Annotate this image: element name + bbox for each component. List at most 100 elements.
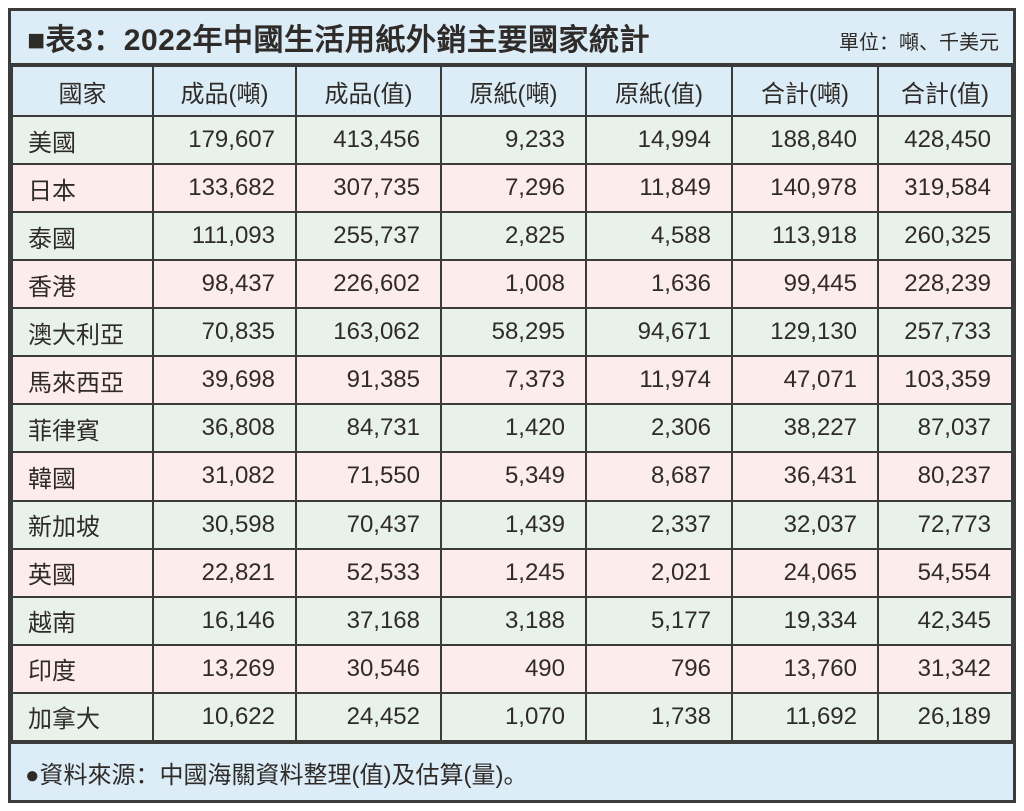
country-cell: 印度 bbox=[11, 643, 154, 694]
value-cell: 1,420 bbox=[440, 403, 587, 454]
country-cell: 新加坡 bbox=[11, 499, 154, 550]
value-cell: 31,082 bbox=[152, 451, 297, 502]
value-cell: 260,325 bbox=[877, 211, 1013, 262]
value-cell: 36,808 bbox=[152, 403, 297, 454]
value-cell: 796 bbox=[585, 643, 733, 694]
table-row: 澳大利亞 70,835 163,062 58,295 94,671 129,130 257,… bbox=[11, 307, 1013, 358]
value-cell: 113,918 bbox=[731, 211, 879, 262]
value-cell: 2,825 bbox=[440, 211, 587, 262]
value-cell: 36,431 bbox=[731, 451, 879, 502]
table-row: 印度 13,269 30,546 490 796 13,760 31,342 bbox=[11, 643, 1013, 694]
country-cell: 香港 bbox=[11, 259, 154, 310]
table-row: 加拿大 10,622 24,452 1,070 1,738 11,692 26,189 bbox=[11, 691, 1013, 742]
value-cell: 94,671 bbox=[585, 307, 733, 358]
value-cell: 71,550 bbox=[295, 451, 442, 502]
value-cell: 413,456 bbox=[295, 114, 442, 166]
table-wrap: 國家 成品(噸) 成品(值) 原紙(噸) 原紙(值) 合計(噸) 合計(值) 美國 179,6… bbox=[11, 65, 1013, 742]
value-cell: 1,636 bbox=[585, 259, 733, 310]
value-cell: 228,239 bbox=[877, 259, 1013, 310]
value-cell: 2,337 bbox=[585, 499, 733, 550]
value-cell: 2,021 bbox=[585, 547, 733, 598]
table-row: 新加坡 30,598 70,437 1,439 2,337 32,037 72,773 bbox=[11, 499, 1013, 550]
value-cell: 1,738 bbox=[585, 691, 733, 742]
value-cell: 11,974 bbox=[585, 355, 733, 406]
value-cell: 26,189 bbox=[877, 691, 1013, 742]
value-cell: 58,295 bbox=[440, 307, 587, 358]
country-cell: 美國 bbox=[11, 114, 154, 166]
value-cell: 257,733 bbox=[877, 307, 1013, 358]
export-table: 國家 成品(噸) 成品(值) 原紙(噸) 原紙(值) 合計(噸) 合計(值) 美國 179,6… bbox=[11, 65, 1013, 742]
value-cell: 70,437 bbox=[295, 499, 442, 550]
value-cell: 11,692 bbox=[731, 691, 879, 742]
column-header: 合計(值) bbox=[877, 65, 1013, 117]
country-cell: 泰國 bbox=[11, 211, 154, 262]
country-cell: 馬來西亞 bbox=[11, 355, 154, 406]
country-cell: 日本 bbox=[11, 163, 154, 214]
value-cell: 226,602 bbox=[295, 259, 442, 310]
column-header: 原紙(噸) bbox=[440, 65, 587, 117]
value-cell: 1,070 bbox=[440, 691, 587, 742]
column-header: 國家 bbox=[11, 65, 154, 117]
country-cell: 越南 bbox=[11, 595, 154, 646]
value-cell: 19,334 bbox=[731, 595, 879, 646]
value-cell: 13,269 bbox=[152, 643, 297, 694]
value-cell: 1,439 bbox=[440, 499, 587, 550]
value-cell: 98,437 bbox=[152, 259, 297, 310]
table-row: 美國 179,607 413,456 9,233 14,994 188,840 428,45… bbox=[11, 114, 1013, 166]
value-cell: 5,177 bbox=[585, 595, 733, 646]
country-cell: 加拿大 bbox=[11, 691, 154, 742]
value-cell: 99,445 bbox=[731, 259, 879, 310]
value-cell: 38,227 bbox=[731, 403, 879, 454]
title-band: ■表3：2022年中國生活用紙外銷主要國家統計 單位：噸、千美元 bbox=[11, 11, 1013, 65]
country-cell: 韓國 bbox=[11, 451, 154, 502]
value-cell: 47,071 bbox=[731, 355, 879, 406]
value-cell: 2,306 bbox=[585, 403, 733, 454]
table-row: 泰國 111,093 255,737 2,825 4,588 113,918 260,325 bbox=[11, 211, 1013, 262]
column-header: 成品(值) bbox=[295, 65, 442, 117]
value-cell: 307,735 bbox=[295, 163, 442, 214]
value-cell: 8,687 bbox=[585, 451, 733, 502]
value-cell: 54,554 bbox=[877, 547, 1013, 598]
source-note: ●資料來源：中國海關資料整理(值)及估算(量)。 bbox=[25, 761, 528, 789]
value-cell: 91,385 bbox=[295, 355, 442, 406]
unit-label: 單位：噸、千美元 bbox=[839, 31, 999, 54]
value-cell: 5,349 bbox=[440, 451, 587, 502]
value-cell: 14,994 bbox=[585, 114, 733, 166]
value-cell: 163,062 bbox=[295, 307, 442, 358]
value-cell: 490 bbox=[440, 643, 587, 694]
country-cell: 澳大利亞 bbox=[11, 307, 154, 358]
column-header: 合計(噸) bbox=[731, 65, 879, 117]
table-row: 日本 133,682 307,735 7,296 11,849 140,978 319,58… bbox=[11, 163, 1013, 214]
value-cell: 11,849 bbox=[585, 163, 733, 214]
value-cell: 13,760 bbox=[731, 643, 879, 694]
header-row: 國家 成品(噸) 成品(值) 原紙(噸) 原紙(值) 合計(噸) 合計(值) bbox=[11, 65, 1013, 117]
table-row: 菲律賓 36,808 84,731 1,420 2,306 38,227 87,037 bbox=[11, 403, 1013, 454]
value-cell: 24,452 bbox=[295, 691, 442, 742]
value-cell: 9,233 bbox=[440, 114, 587, 166]
value-cell: 133,682 bbox=[152, 163, 297, 214]
value-cell: 80,237 bbox=[877, 451, 1013, 502]
value-cell: 103,359 bbox=[877, 355, 1013, 406]
value-cell: 31,342 bbox=[877, 643, 1013, 694]
value-cell: 30,598 bbox=[152, 499, 297, 550]
table-row: 韓國 31,082 71,550 5,349 8,687 36,431 80,237 bbox=[11, 451, 1013, 502]
value-cell: 179,607 bbox=[152, 114, 297, 166]
table-row: 越南 16,146 37,168 3,188 5,177 19,334 42,345 bbox=[11, 595, 1013, 646]
column-header: 成品(噸) bbox=[152, 65, 297, 117]
value-cell: 255,737 bbox=[295, 211, 442, 262]
value-cell: 7,296 bbox=[440, 163, 587, 214]
value-cell: 10,622 bbox=[152, 691, 297, 742]
value-cell: 84,731 bbox=[295, 403, 442, 454]
table-row: 馬來西亞 39,698 91,385 7,373 11,974 47,071 103,359 bbox=[11, 355, 1013, 406]
value-cell: 70,835 bbox=[152, 307, 297, 358]
value-cell: 37,168 bbox=[295, 595, 442, 646]
value-cell: 129,130 bbox=[731, 307, 879, 358]
value-cell: 4,588 bbox=[585, 211, 733, 262]
value-cell: 87,037 bbox=[877, 403, 1013, 454]
table-frame: ■表3：2022年中國生活用紙外銷主要國家統計 單位：噸、千美元 國家 成品(噸)… bbox=[8, 8, 1016, 803]
value-cell: 30,546 bbox=[295, 643, 442, 694]
value-cell: 72,773 bbox=[877, 499, 1013, 550]
value-cell: 24,065 bbox=[731, 547, 879, 598]
value-cell: 7,373 bbox=[440, 355, 587, 406]
